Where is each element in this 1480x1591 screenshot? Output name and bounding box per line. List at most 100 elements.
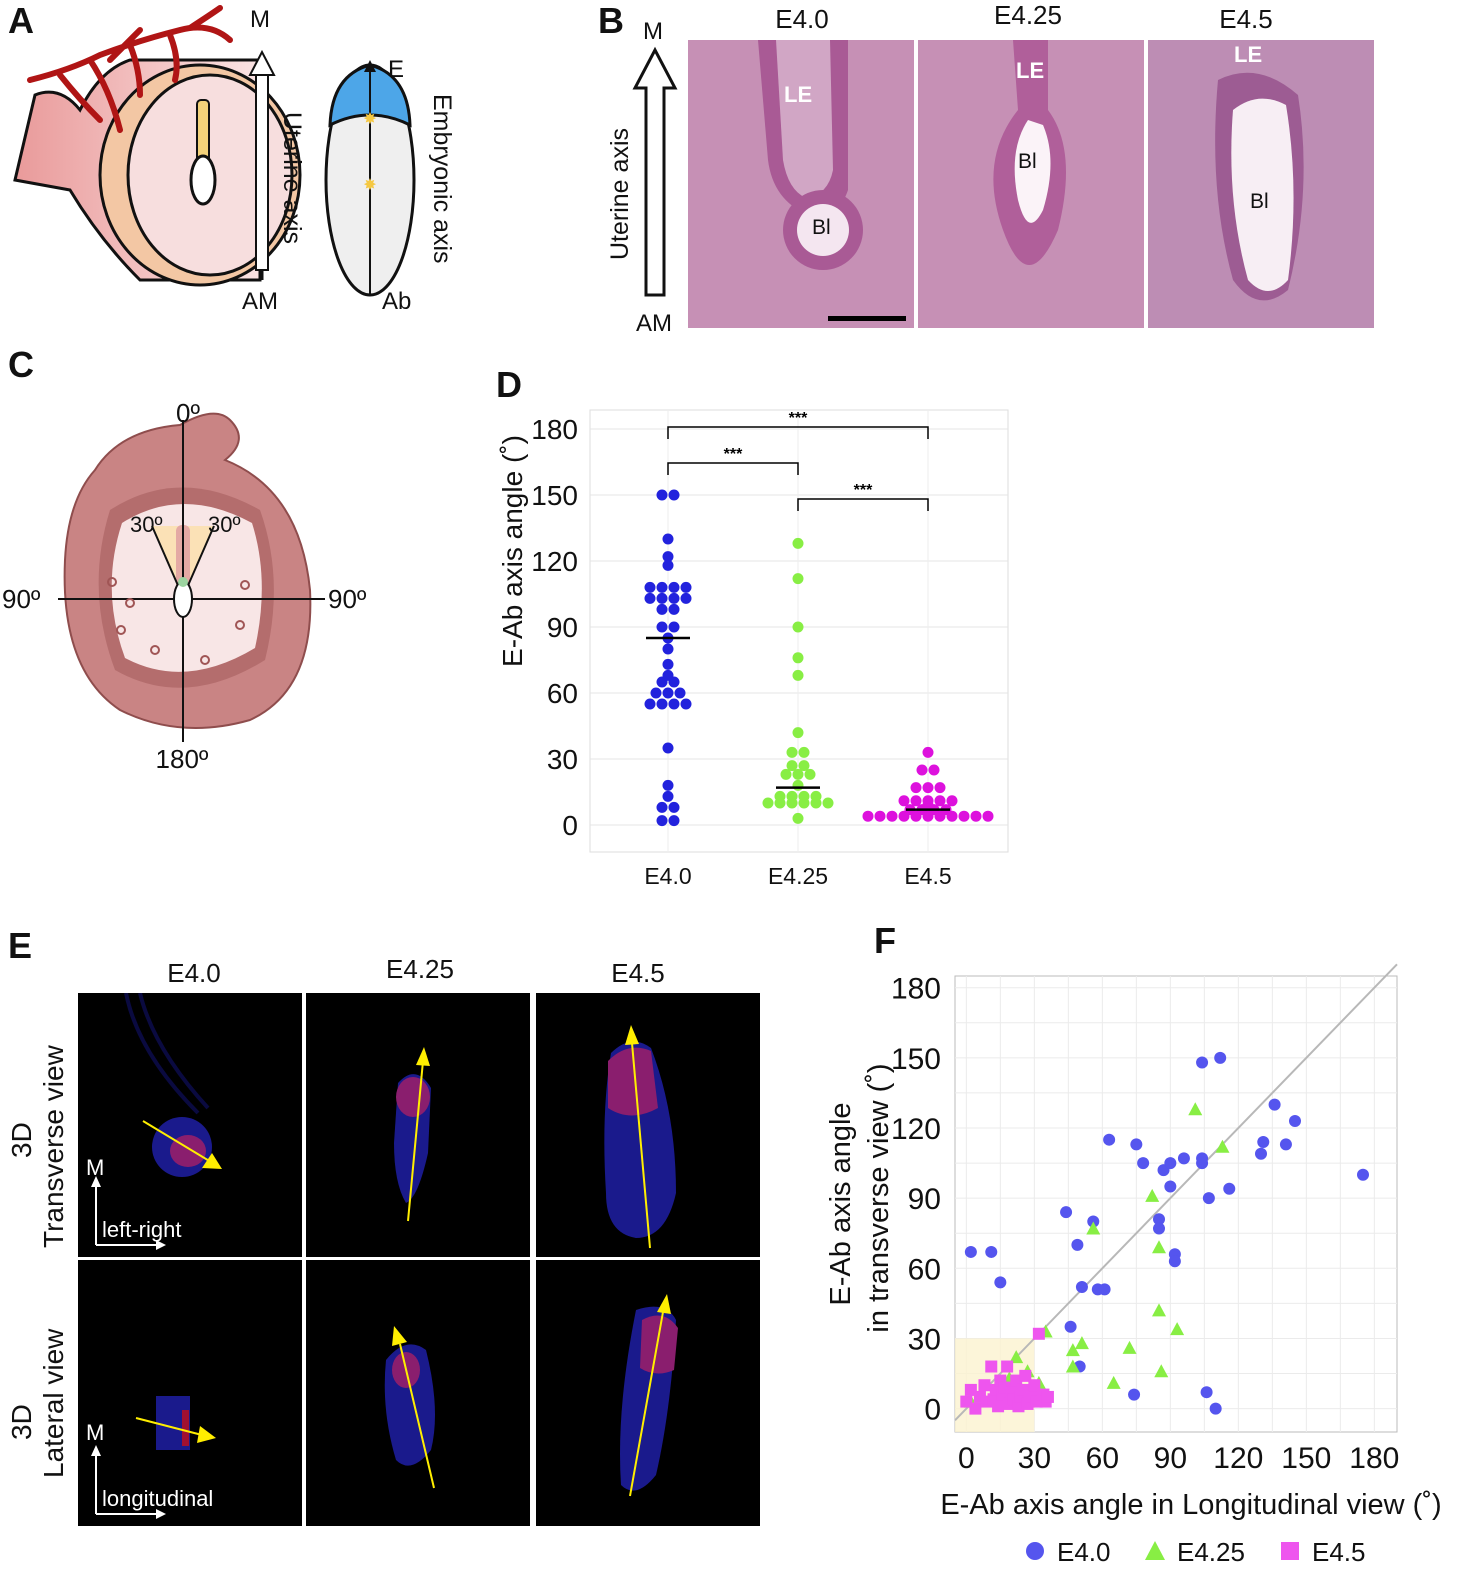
data-point-E4.25	[792, 537, 804, 549]
significance-bracket	[667, 462, 799, 475]
data-point-E4.5	[862, 810, 874, 822]
data-point-E4.5	[922, 782, 934, 794]
data-point-E4.0	[662, 533, 674, 545]
panel-label-a: A	[8, 0, 34, 41]
y-tick-label: 30	[908, 1323, 941, 1356]
data-point-E4.0	[662, 669, 674, 681]
data-point-E4.5	[1032, 1327, 1045, 1340]
x-axis-label: E-Ab axis angle in Longitudinal view (˚)	[940, 1489, 1441, 1521]
a-ab-label: Ab	[382, 288, 412, 315]
data-point-E4.0	[656, 815, 668, 827]
data-point-E4.0	[668, 581, 680, 593]
data-point-E4.5	[1041, 1390, 1054, 1403]
data-point-E4.25	[792, 669, 804, 681]
significance-bracket	[667, 426, 929, 439]
data-point-E4.0	[656, 698, 668, 710]
x-tick-label: 180	[1349, 1442, 1399, 1475]
data-point-E4.5	[910, 782, 922, 794]
data-point-E4.0	[1268, 1098, 1281, 1111]
data-point-E4.0	[964, 1245, 977, 1258]
e-longitudinal-label: longitudinal	[102, 1486, 214, 1511]
data-point-E4.25	[786, 746, 798, 758]
b-stage-label: E4.0	[775, 4, 829, 34]
e-3d-transverse-e40: M left-right	[78, 993, 302, 1257]
data-point-E4.5	[1001, 1360, 1014, 1373]
c-top-label: 0º	[176, 398, 200, 428]
b-uterine-arrow	[632, 46, 678, 297]
data-point-E4.5	[1010, 1374, 1023, 1387]
data-point-E4.0	[1130, 1138, 1143, 1151]
data-point-E4.25	[1170, 1322, 1185, 1336]
legend-marker	[1145, 1541, 1165, 1560]
data-point-E4.0	[662, 779, 674, 791]
data-point-E4.25	[822, 797, 834, 809]
data-point-E4.5	[978, 1379, 991, 1392]
b-am-label: AM	[636, 310, 672, 337]
data-point-E4.0	[1279, 1138, 1292, 1151]
significance-label: ***	[789, 410, 808, 427]
data-point-E4.25	[1106, 1375, 1121, 1389]
b-stage-label: E4.5	[1219, 4, 1273, 34]
panel-label-b: B	[598, 0, 624, 41]
data-point-E4.0	[662, 643, 674, 655]
uterus-cross-section-diagram	[58, 412, 325, 742]
data-point-E4.25	[792, 812, 804, 824]
b-histology-e40: LE Bl	[688, 40, 914, 328]
data-point-E4.0	[1128, 1388, 1141, 1401]
data-point-E4.0	[1164, 1157, 1177, 1170]
e-3d-lateral-e425	[306, 1260, 530, 1526]
data-point-E4.0	[668, 801, 680, 813]
a-e-label: E	[388, 56, 405, 83]
y-axis-label: E-Ab axis angle (˚)	[497, 435, 528, 667]
y-tick-label: 60	[908, 1253, 941, 1286]
c-left-label: 90º	[2, 584, 41, 614]
data-point-E4.0	[1137, 1157, 1150, 1170]
e-m-label: M	[86, 1420, 105, 1445]
significance-label: ***	[854, 482, 873, 499]
y-tick-label: 30	[547, 744, 578, 775]
b-m-label: M	[643, 18, 663, 45]
data-point-E4.0	[1214, 1051, 1227, 1064]
data-point-E4.5	[928, 764, 940, 776]
c-right-label: 90º	[328, 584, 367, 614]
data-point-E4.25	[792, 768, 804, 780]
data-point-E4.25	[804, 768, 816, 780]
data-point-E4.25	[1188, 1102, 1203, 1116]
e-stage-label: E4.5	[611, 958, 665, 988]
data-point-E4.0	[1177, 1152, 1190, 1165]
data-point-E4.25	[798, 760, 810, 772]
data-point-E4.0	[668, 698, 680, 710]
panel-label-c: C	[8, 344, 34, 385]
b-histology-e45: LE Bl	[1148, 40, 1374, 328]
data-point-E4.0	[1071, 1238, 1084, 1251]
panel-label-d: D	[496, 364, 522, 405]
data-point-E4.5	[1012, 1400, 1025, 1413]
data-point-E4.0	[656, 581, 668, 593]
y-tick-label: 180	[891, 973, 941, 1006]
data-point-E4.25	[1154, 1364, 1169, 1378]
data-point-E4.5	[960, 1395, 973, 1408]
data-point-E4.0	[1223, 1182, 1236, 1195]
data-point-E4.25	[1065, 1359, 1080, 1373]
e-row1-view-label: Transverse view	[38, 1045, 69, 1248]
svg-text:✸: ✸	[363, 111, 376, 128]
data-point-E4.25	[1074, 1336, 1089, 1350]
c-right-30-label: 30º	[208, 512, 241, 537]
e-3d-transverse-e425	[306, 993, 530, 1257]
data-point-E4.25	[1152, 1303, 1166, 1317]
y-tick-label: 90	[908, 1183, 941, 1216]
data-point-E4.25	[774, 790, 786, 802]
data-point-E4.0	[1075, 1281, 1088, 1294]
data-point-E4.0	[662, 658, 674, 670]
data-point-E4.5	[982, 810, 994, 822]
data-point-E4.25	[1152, 1240, 1166, 1254]
data-point-E4.25	[1145, 1188, 1160, 1202]
e-row2-3d-label: 3D	[6, 1404, 37, 1440]
data-point-E4.0	[668, 815, 680, 827]
x-tick-label: E4.5	[904, 863, 951, 889]
data-point-E4.0	[1098, 1283, 1111, 1296]
chart-f-longitudinal-vs-transverse: 0 30 60 90 120 150 180 0 30 60 90 120 150 180 E-Ab axi…	[825, 963, 1442, 1567]
legend-label: E4.25	[1177, 1537, 1245, 1567]
data-point-E4.0	[656, 801, 668, 813]
significance-label: ***	[724, 446, 743, 463]
